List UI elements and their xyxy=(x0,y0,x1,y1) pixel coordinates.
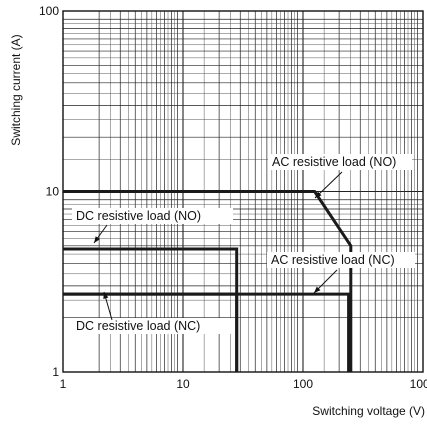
x-tick-label: 100 xyxy=(293,377,313,391)
x-tick-label: 1000 xyxy=(410,377,427,391)
annotation-layer: AC resistive load (NO) DC resistive load … xyxy=(72,154,415,334)
annotation-label: AC resistive load (NC) xyxy=(271,253,395,267)
x-tick-label: 10 xyxy=(176,377,190,391)
annotation-arrowhead xyxy=(314,286,321,293)
series-layer xyxy=(63,190,353,372)
annotation-arrowhead xyxy=(315,191,322,198)
annotation-label-bg xyxy=(72,318,233,334)
annotation-label: DC resistive load (NO) xyxy=(76,209,201,223)
annotation-label: AC resistive load (NO) xyxy=(272,155,396,169)
y-tick-label: 1 xyxy=(52,365,59,379)
series-line-4 xyxy=(63,292,239,372)
annotation-label-bg xyxy=(72,208,233,224)
annotation-arrowhead xyxy=(94,236,100,243)
x-tick-label: 1 xyxy=(60,377,67,391)
y-tick-label: 100 xyxy=(39,4,59,18)
series-line-2 xyxy=(63,247,239,372)
annotation-label-bg xyxy=(267,252,415,268)
tick-labels: 1 10 100 1000 1 10 100 xyxy=(39,4,427,391)
annotation-arrowhead xyxy=(103,292,109,299)
y-axis-title: Switching current (A) xyxy=(9,34,23,145)
x-axis-title: Switching voltage (V) xyxy=(312,404,425,418)
annotation-label: DC resistive load (NC) xyxy=(76,319,200,333)
y-tick-label: 10 xyxy=(46,185,60,199)
series-line-1 xyxy=(63,190,353,372)
annotation-label-bg xyxy=(268,154,412,170)
